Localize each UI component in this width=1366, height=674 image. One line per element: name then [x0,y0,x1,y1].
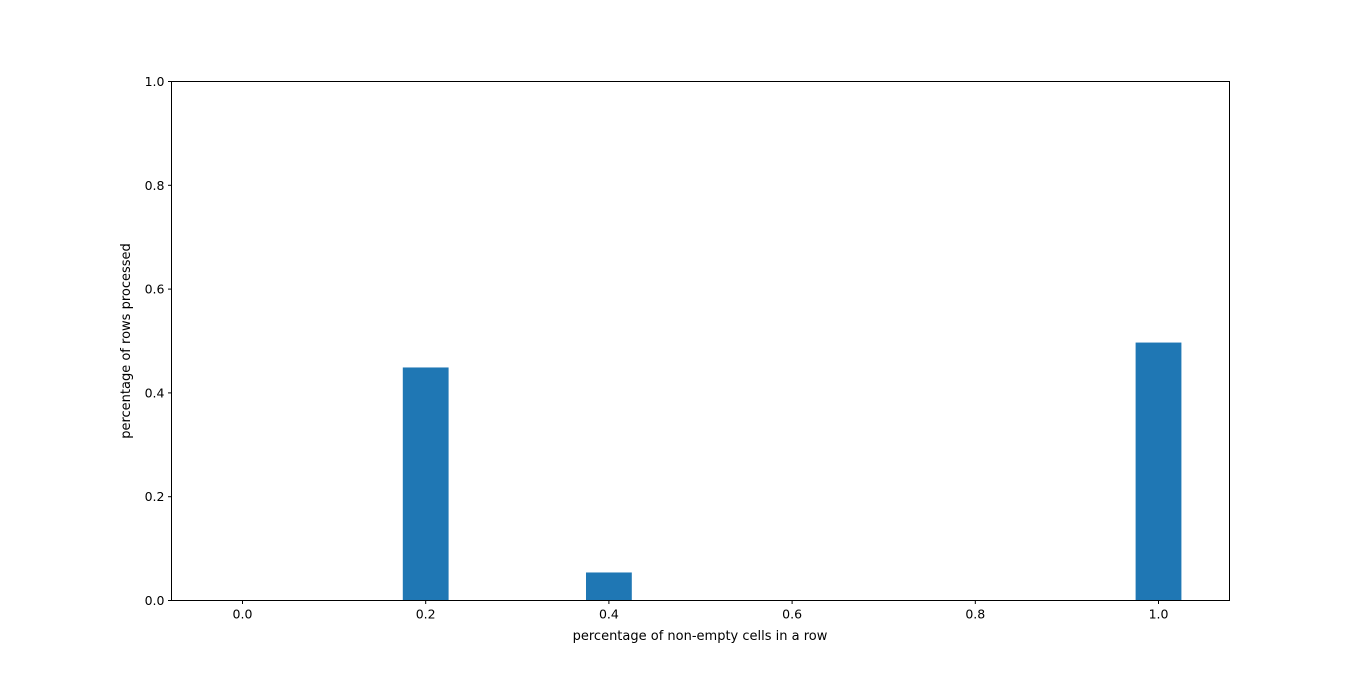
y-tick-label: 0.4 [145,385,165,400]
y-axis-label: percentage of rows processed [119,243,134,439]
x-tick-label: 0.8 [965,607,985,622]
bars [402,342,1182,601]
x-axis: 0.0 0.2 0.4 0.6 0.8 1.0 [233,600,1169,622]
plot-frame [171,81,1230,601]
x-axis-label: percentage of non-empty cells in a row [573,629,828,644]
x-tick-label: 0.0 [233,607,253,622]
y-tick-label: 0.2 [145,489,165,504]
y-tick-label: 0.8 [145,178,165,193]
x-tick-label: 0.6 [782,607,802,622]
bar-0.2 [402,367,449,601]
bar-0.4 [585,572,632,601]
y-tick-label: 0.0 [145,593,165,608]
x-tick-label: 1.0 [1149,607,1169,622]
x-tick-label: 0.4 [599,607,619,622]
x-tick-label: 0.2 [416,607,436,622]
y-axis: 0.0 0.2 0.4 0.6 0.8 1.0 [145,74,172,608]
y-tick-label: 0.6 [145,282,165,297]
bar-1.0 [1135,342,1182,601]
y-tick-label: 1.0 [145,74,165,89]
